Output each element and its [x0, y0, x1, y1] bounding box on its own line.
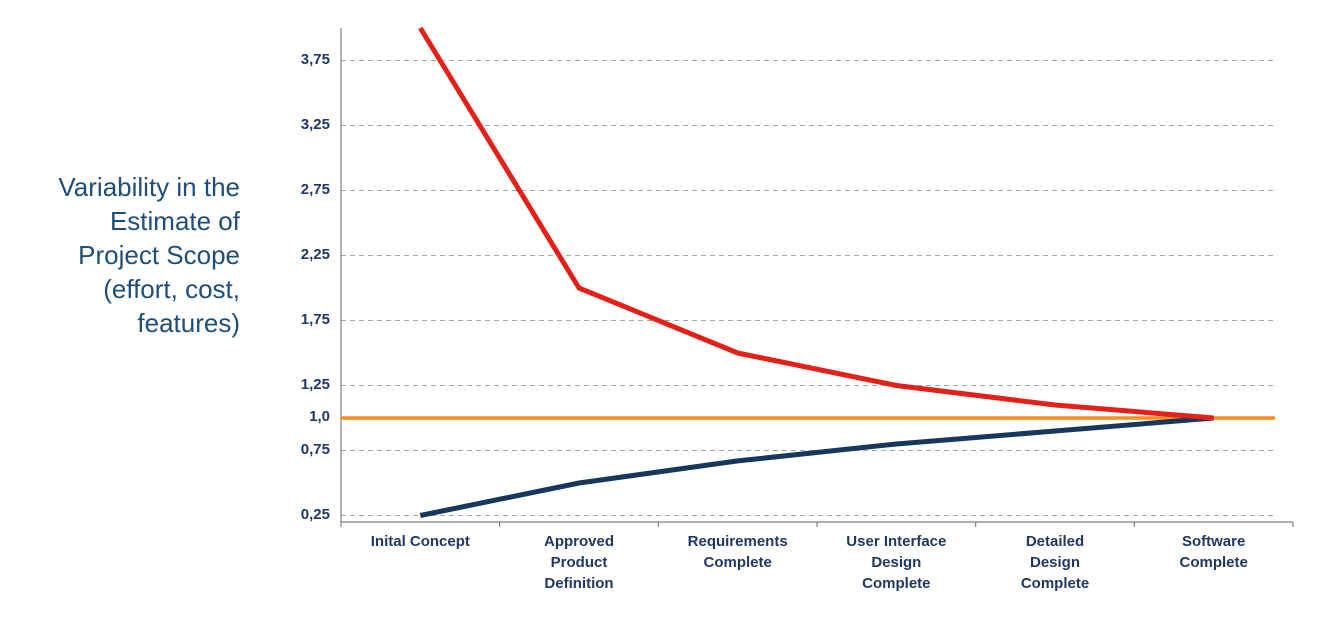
y-tick-label: 0,25 [300, 505, 330, 523]
y-tick-label: 2,75 [300, 180, 330, 198]
upper-estimate-line [418, 26, 1214, 421]
x-category-label: Requirements Complete [687, 533, 788, 571]
y-tick-label: 2,25 [300, 245, 330, 263]
y-tick-label: 3,75 [300, 50, 330, 68]
x-category-label: Detailed Design Complete [1020, 533, 1090, 592]
y-axis-title: Variability in the Estimate of Project S… [58, 172, 240, 338]
y-tick-label: 1,75 [300, 310, 330, 328]
lower-estimate-line [419, 415, 1214, 518]
x-category-label: Approved Product Definition [543, 533, 614, 592]
x-category-label: Inital Concept [370, 533, 470, 550]
y-tick-label: 1,25 [300, 375, 330, 393]
y-tick-label: 0,75 [300, 440, 330, 458]
x-category-label: Software Complete [1179, 533, 1248, 571]
y-tick-label: 3,25 [300, 115, 330, 133]
y-tick-label: 1,0 [309, 408, 330, 425]
x-category-label: User Interface Design Complete [846, 533, 947, 592]
